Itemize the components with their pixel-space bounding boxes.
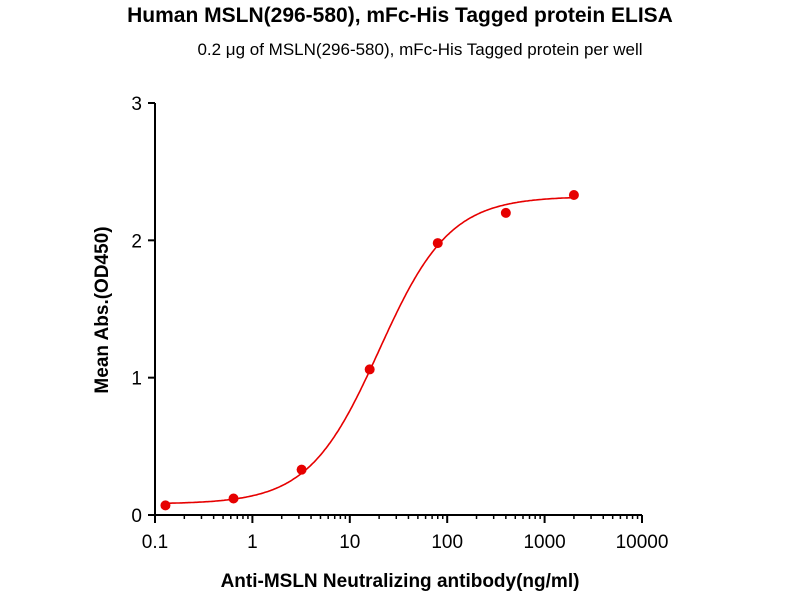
data-point <box>296 464 307 475</box>
x-tick-label: 1 <box>247 532 258 553</box>
y-tick-label: 2 <box>131 231 142 252</box>
data-point <box>228 493 239 504</box>
x-tick-label: 1000 <box>523 532 565 553</box>
chart-subtitle: 0.2 μg of MSLN(296-580), mFc-His Tagged … <box>197 40 643 59</box>
fit-curve <box>165 196 574 505</box>
data-point <box>364 364 375 375</box>
x-axis-label: Anti-MSLN Neutralizing antibody(ng/ml) <box>221 571 580 592</box>
x-tick-label: 0.1 <box>142 532 168 553</box>
data-point <box>500 207 511 218</box>
chart-title: Human MSLN(296-580), mFc-His Tagged prot… <box>127 4 673 27</box>
x-tick-label: 100 <box>431 532 463 553</box>
y-tick-label: 0 <box>131 506 142 527</box>
data-point <box>160 500 171 511</box>
y-tick-label: 1 <box>131 369 142 390</box>
x-tick-label: 10000 <box>616 532 669 553</box>
y-axis-label: Mean Abs.(OD450) <box>92 226 113 393</box>
data-point <box>568 190 579 201</box>
data-point <box>432 238 443 249</box>
x-tick-label: 10 <box>339 532 360 553</box>
y-tick-label: 3 <box>131 94 142 115</box>
